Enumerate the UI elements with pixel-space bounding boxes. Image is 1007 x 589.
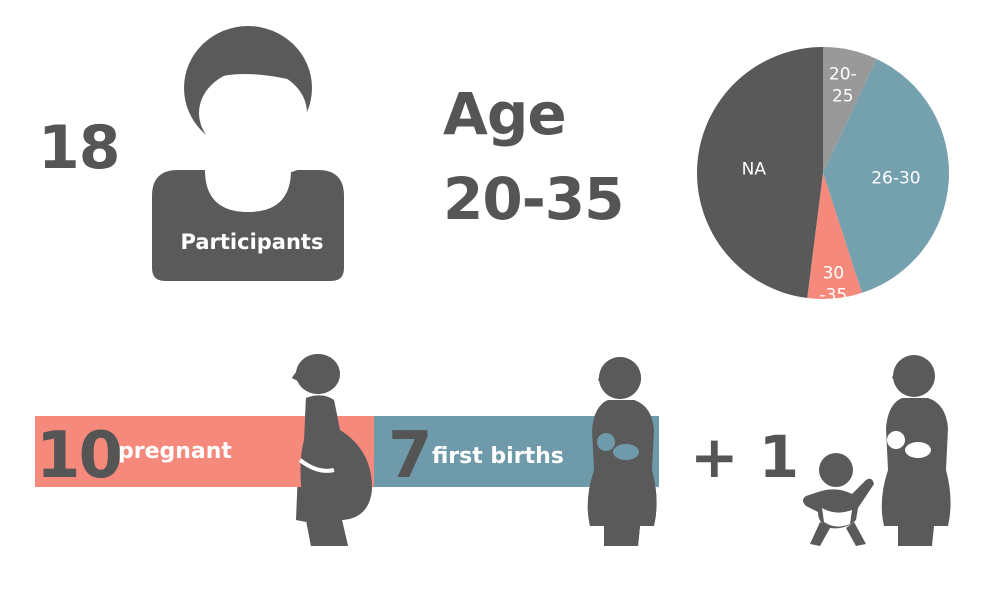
first-births-label: first births	[432, 444, 564, 469]
age-range: 20-35	[443, 165, 624, 233]
participants-label: Participants	[180, 230, 324, 254]
pie-slice-20-25	[823, 47, 877, 173]
pie-label-na: NA	[742, 160, 767, 180]
pregnant-label: pregnant	[118, 439, 232, 464]
pie-slice-30-35	[807, 173, 862, 299]
pregnant-count: 10	[36, 419, 123, 493]
pie-label-20-25: 20-25	[829, 64, 857, 106]
pie-label-30-35: 30 -35	[820, 263, 848, 305]
mother-with-baby-icon	[881, 355, 951, 546]
first-births-count: 7	[388, 419, 433, 493]
age-title: Age	[443, 80, 567, 148]
pie-slice-26-30	[823, 58, 950, 293]
pregnant-woman-icon	[292, 354, 372, 546]
pie-slice-na	[696, 47, 823, 299]
woman-icon	[152, 26, 344, 281]
mother-with-baby-icon	[587, 357, 657, 546]
toddler-icon	[803, 453, 874, 546]
participants-count: 18	[38, 113, 120, 183]
pie-label-26-30: 26-30	[871, 169, 920, 189]
plus-one-label: + 1	[690, 423, 800, 491]
